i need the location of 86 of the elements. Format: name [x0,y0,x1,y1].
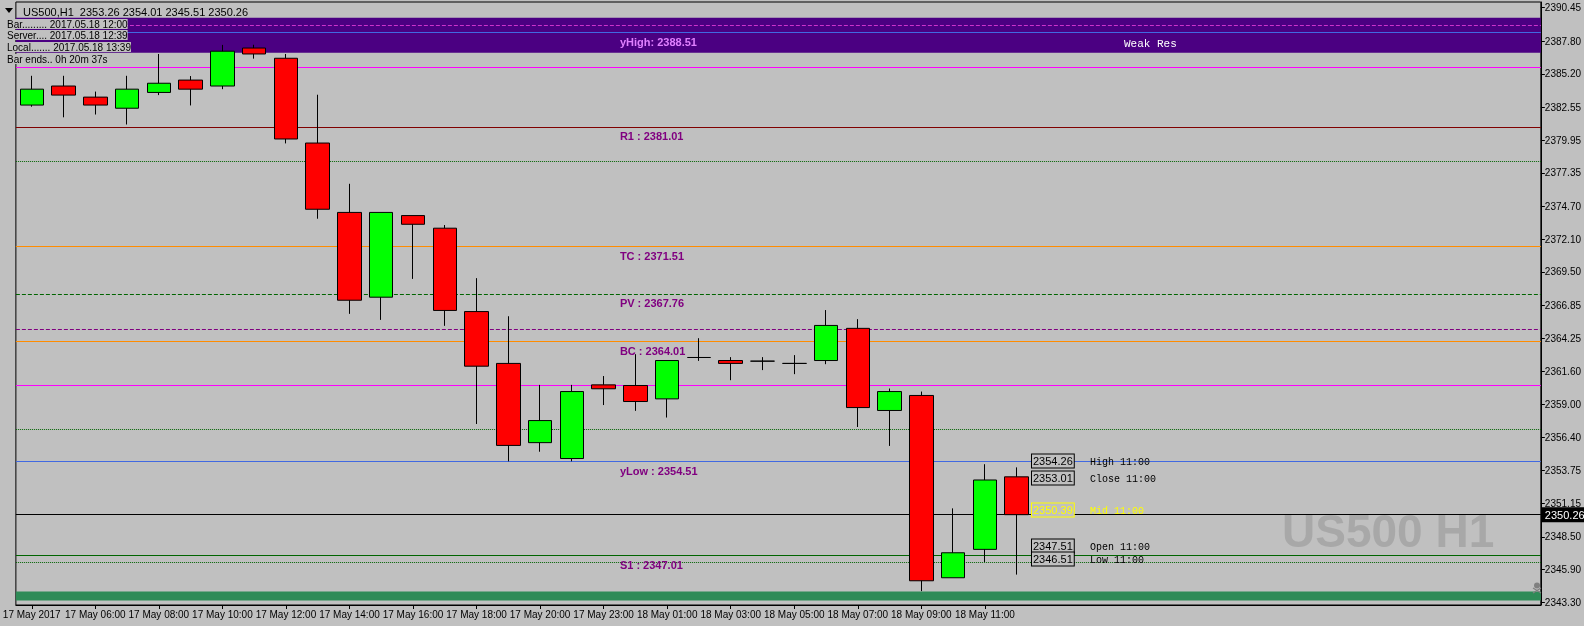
candlestick [687,337,711,362]
annotation: 2347.51 [1033,540,1073,552]
x-tick-label: 17 May 18:00 [446,608,508,620]
annotation: Low 11:00 [1090,554,1145,566]
y-tick-label: 2387.80 [1544,35,1582,47]
y-tick-label: 2364.25 [1544,332,1582,344]
annotation: Open 11:00 [1090,541,1151,553]
x-tick-label: 17 May 20:00 [509,608,571,620]
candlestick [782,354,807,375]
y-tick-label: 2390.45 [1544,2,1582,14]
x-tick-label: 17 May 23:00 [573,608,635,620]
x-tick-label: 17 May 16:00 [382,608,444,620]
ref-line-label: TC : 2371.51 [619,250,685,263]
candlestick [274,53,298,144]
candlestick [496,315,521,462]
y-tick-label: 2343.30 [1544,596,1582,608]
candlestick [846,318,870,428]
candlestick [623,353,648,412]
y-tick-label: 2377.35 [1544,167,1582,179]
annotation: Bar......... 2017.05.18 12:00 [7,18,129,30]
annotation: 2354.26 [1033,455,1073,467]
ref-line-label: yLow : 2354.51 [619,464,698,477]
y-tick-label: 2372.10 [1544,233,1582,245]
x-tick-label: 17 May 10:00 [192,608,254,620]
y-tick-label: 2351.15 [1544,497,1582,509]
candlestick [528,384,552,453]
candlestick [433,224,457,327]
candlestick [877,388,902,447]
candlestick [147,53,171,96]
candlestick [305,94,330,220]
candlestick [369,211,393,321]
candlestick [464,277,489,425]
annotation: Bar ends.. 0h 20m 37s [7,53,108,65]
y-tick-label: 2353.75 [1544,465,1582,477]
x-tick-label: 17 May 14:00 [319,608,381,620]
annotation: Local....... 2017.05.18 13:39 [7,41,132,53]
chart-title: US500,H1 2353.26 2354.01 2345.51 2350.26 [23,5,249,18]
candlestick [210,44,235,90]
candlestick [718,356,743,381]
candlestick [814,309,838,365]
ref-line-label: R1 : 2381.01 [619,130,684,143]
ref-line-label: S1 : 2347.01 [619,559,683,572]
candlestick [242,44,266,60]
y-tick-label: 2385.20 [1544,68,1582,80]
x-tick-label: 17 May 06:00 [65,608,127,620]
x-tick-label: 17 May 08:00 [128,608,190,620]
y-tick-label: 2366.85 [1544,299,1582,311]
ref-line-label: 2350.26 [1544,508,1584,521]
candlestick [401,215,425,280]
ref-line-label: PV : 2367.76 [619,297,685,310]
x-tick-label: 18 May 07:00 [827,608,889,620]
y-tick-label: 2369.50 [1544,266,1582,278]
annotation: 2353.01 [1033,472,1073,484]
candlestick [560,384,584,462]
y-tick-label: 2361.60 [1544,366,1582,378]
x-tick-label: 18 May 11:00 [954,608,1016,620]
x-tick-label: 18 May 01:00 [636,608,698,620]
candlestick [115,75,139,125]
y-tick-label: 2345.90 [1544,564,1582,576]
candlestick [591,375,616,406]
y-tick-label: 2348.50 [1544,531,1582,543]
candlestick [83,91,108,116]
candlestick [750,356,775,371]
ref-line-label: yHigh: 2388.51 [619,35,697,48]
x-tick-label: 18 May 05:00 [763,608,825,620]
annotation: 2350.39 [1033,504,1073,516]
y-tick-label: 2379.95 [1544,134,1582,146]
annotation: 2346.51 [1033,553,1073,565]
y-tick-label: 2374.70 [1544,200,1582,212]
x-tick-label: 18 May 09:00 [891,608,953,620]
annotation: Mid 11:00 [1090,505,1145,517]
candlestick [655,360,679,419]
candlestick [337,183,362,315]
x-tick-label: 17 May 2017 [2,608,62,620]
x-tick-label: 17 May 12:00 [255,608,317,620]
ref-line-label: BC : 2364.01 [619,344,686,357]
annotation: Weak Res [1124,37,1177,50]
y-tick-label: 2356.40 [1544,431,1582,443]
y-tick-label: 2359.00 [1544,398,1582,410]
x-tick-label: 18 May 03:00 [700,608,762,620]
annotation: Close 11:00 [1090,473,1157,485]
candlestick [178,75,203,106]
candlestick [20,75,44,108]
candlestick [51,75,76,118]
y-tick-label: 2382.55 [1544,101,1582,113]
annotation: Server.... 2017.05.18 12:39 [7,29,129,41]
